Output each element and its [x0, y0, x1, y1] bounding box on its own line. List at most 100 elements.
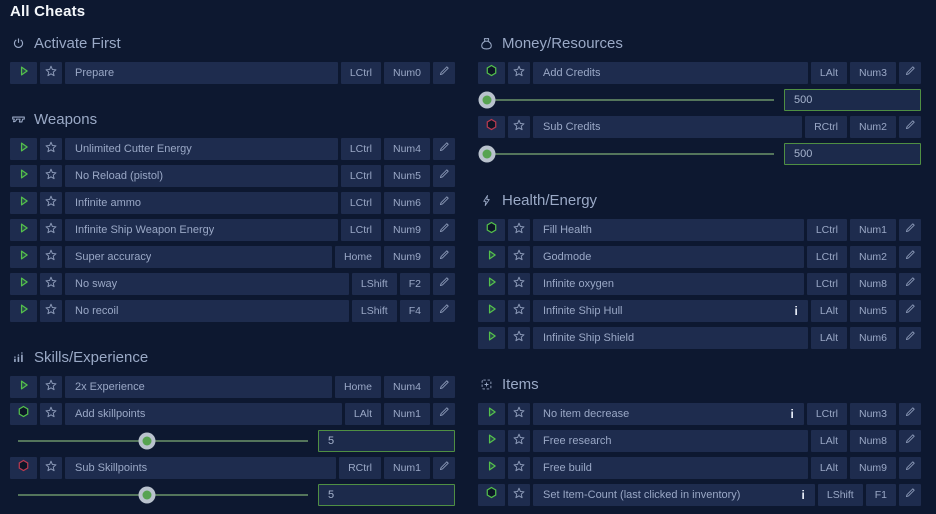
favorite-button[interactable]: [508, 327, 530, 349]
activate-toggle-button[interactable]: [10, 219, 37, 241]
edit-hotkey-button[interactable]: [433, 192, 455, 214]
slider-handle[interactable]: [478, 145, 496, 163]
edit-hotkey-button[interactable]: [433, 457, 455, 479]
hotkey-key[interactable]: Num9: [383, 246, 430, 268]
hotkey-key[interactable]: LCtrl: [806, 219, 847, 241]
favorite-button[interactable]: [40, 165, 62, 187]
hotkey-key[interactable]: LCtrl: [340, 62, 381, 84]
slider-handle[interactable]: [478, 91, 496, 109]
value-slider[interactable]: [18, 484, 308, 506]
hotkey-key[interactable]: Num8: [849, 430, 896, 452]
activate-toggle-button[interactable]: [10, 138, 37, 160]
edit-hotkey-button[interactable]: [899, 273, 921, 295]
edit-hotkey-button[interactable]: [433, 165, 455, 187]
hotkey-key[interactable]: Num9: [849, 457, 896, 479]
hotkey-key[interactable]: Num2: [849, 246, 896, 268]
hotkey-key[interactable]: Num4: [383, 138, 430, 160]
edit-hotkey-button[interactable]: [899, 457, 921, 479]
slider-handle[interactable]: [138, 486, 156, 504]
favorite-button[interactable]: [508, 300, 530, 322]
edit-hotkey-button[interactable]: [433, 376, 455, 398]
hotkey-key[interactable]: Num1: [849, 219, 896, 241]
activate-toggle-button[interactable]: [478, 273, 505, 295]
hotkey-key[interactable]: LAlt: [810, 300, 847, 322]
hotkey-key[interactable]: LAlt: [810, 430, 847, 452]
activate-toggle-button[interactable]: [478, 219, 505, 241]
hotkey-key[interactable]: LShift: [817, 484, 863, 506]
favorite-button[interactable]: [508, 430, 530, 452]
hotkey-key[interactable]: LCtrl: [806, 246, 847, 268]
hotkey-key[interactable]: LCtrl: [806, 403, 847, 425]
edit-hotkey-button[interactable]: [433, 300, 455, 322]
activate-toggle-button[interactable]: [478, 327, 505, 349]
slider-track[interactable]: [18, 494, 308, 496]
hotkey-key[interactable]: Num2: [849, 116, 896, 138]
hotkey-key[interactable]: LCtrl: [340, 219, 381, 241]
activate-toggle-button[interactable]: [10, 165, 37, 187]
activate-toggle-button[interactable]: [478, 116, 505, 138]
favorite-button[interactable]: [508, 219, 530, 241]
activate-toggle-button[interactable]: [10, 62, 37, 84]
favorite-button[interactable]: [508, 403, 530, 425]
hotkey-key[interactable]: LAlt: [810, 327, 847, 349]
edit-hotkey-button[interactable]: [433, 403, 455, 425]
hotkey-key[interactable]: Num3: [849, 403, 896, 425]
activate-toggle-button[interactable]: [10, 457, 37, 479]
activate-toggle-button[interactable]: [478, 246, 505, 268]
value-slider[interactable]: [18, 430, 308, 452]
hotkey-key[interactable]: LCtrl: [340, 138, 381, 160]
favorite-button[interactable]: [40, 192, 62, 214]
hotkey-key[interactable]: Num5: [849, 300, 896, 322]
edit-hotkey-button[interactable]: [433, 219, 455, 241]
activate-toggle-button[interactable]: [10, 192, 37, 214]
favorite-button[interactable]: [508, 246, 530, 268]
hotkey-key[interactable]: Num8: [849, 273, 896, 295]
hotkey-key[interactable]: Num6: [383, 192, 430, 214]
slider-value-input[interactable]: 5: [318, 430, 455, 452]
activate-toggle-button[interactable]: [478, 403, 505, 425]
edit-hotkey-button[interactable]: [899, 327, 921, 349]
hotkey-key[interactable]: LCtrl: [340, 165, 381, 187]
hotkey-key[interactable]: Num1: [383, 457, 430, 479]
edit-hotkey-button[interactable]: [899, 300, 921, 322]
edit-hotkey-button[interactable]: [433, 62, 455, 84]
slider-handle[interactable]: [138, 432, 156, 450]
slider-value-input[interactable]: 5: [318, 484, 455, 506]
hotkey-key[interactable]: Num9: [383, 219, 430, 241]
edit-hotkey-button[interactable]: [899, 403, 921, 425]
value-slider[interactable]: [478, 89, 774, 111]
hotkey-key[interactable]: RCtrl: [805, 116, 847, 138]
activate-toggle-button[interactable]: [478, 62, 505, 84]
hotkey-key[interactable]: F2: [399, 273, 430, 295]
hotkey-key[interactable]: LAlt: [810, 62, 847, 84]
favorite-button[interactable]: [508, 273, 530, 295]
activate-toggle-button[interactable]: [478, 430, 505, 452]
activate-toggle-button[interactable]: [478, 484, 505, 506]
slider-track[interactable]: [18, 440, 308, 442]
hotkey-key[interactable]: LAlt: [810, 457, 847, 479]
favorite-button[interactable]: [40, 273, 62, 295]
favorite-button[interactable]: [40, 376, 62, 398]
slider-track[interactable]: [486, 153, 774, 155]
edit-hotkey-button[interactable]: [899, 430, 921, 452]
slider-track[interactable]: [486, 99, 774, 101]
favorite-button[interactable]: [40, 62, 62, 84]
activate-toggle-button[interactable]: [10, 246, 37, 268]
value-slider[interactable]: [478, 143, 774, 165]
activate-toggle-button[interactable]: [478, 457, 505, 479]
favorite-button[interactable]: [40, 300, 62, 322]
slider-value-input[interactable]: 500: [784, 143, 921, 165]
edit-hotkey-button[interactable]: [899, 246, 921, 268]
hotkey-key[interactable]: Home: [334, 376, 381, 398]
activate-toggle-button[interactable]: [10, 376, 37, 398]
activate-toggle-button[interactable]: [478, 300, 505, 322]
favorite-button[interactable]: [508, 62, 530, 84]
edit-hotkey-button[interactable]: [899, 116, 921, 138]
edit-hotkey-button[interactable]: [433, 246, 455, 268]
edit-hotkey-button[interactable]: [899, 219, 921, 241]
hotkey-key[interactable]: Num4: [383, 376, 430, 398]
activate-toggle-button[interactable]: [10, 273, 37, 295]
activate-toggle-button[interactable]: [10, 403, 37, 425]
edit-hotkey-button[interactable]: [899, 484, 921, 506]
favorite-button[interactable]: [508, 116, 530, 138]
